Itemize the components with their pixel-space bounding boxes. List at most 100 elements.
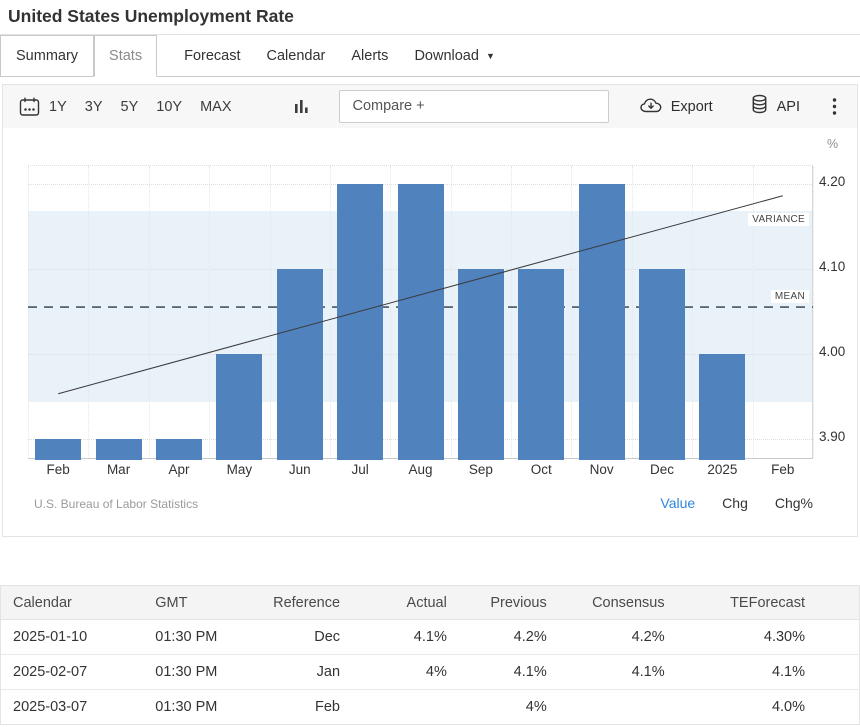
bar-Sep[interactable]: [457, 268, 504, 460]
bar-Feb[interactable]: [35, 438, 82, 460]
tab-calendar-label: Calendar: [266, 48, 326, 64]
bar-Mar[interactable]: [95, 438, 142, 460]
compare-input[interactable]: Compare +: [339, 90, 610, 123]
gridline-vertical: [571, 166, 573, 458]
tab-summary[interactable]: Summary: [0, 35, 95, 77]
x-axis-label: Dec: [650, 462, 675, 477]
bar-chart-icon[interactable]: [294, 98, 309, 115]
x-axis-label: Nov: [589, 462, 614, 477]
bar-Nov[interactable]: [578, 183, 625, 460]
source-attribution: U.S. Bureau of Labor Statistics: [34, 497, 199, 511]
cell-previous: 4%: [454, 689, 555, 725]
range-3y-button[interactable]: 3Y: [84, 98, 103, 115]
cell-reference: Dec: [314, 629, 341, 645]
mode-chg[interactable]: Chg: [722, 495, 748, 511]
tab-bar: Summary Stats Forecast Calendar Alerts D…: [0, 35, 860, 77]
col-gmt: GMT: [143, 585, 262, 620]
cell-consensus: [554, 689, 673, 725]
col-previous: Previous: [454, 585, 555, 620]
plot-area: VARIANCE MEAN: [28, 165, 814, 460]
api-label: API: [776, 98, 800, 115]
trend-line: [58, 195, 783, 395]
chart-toolbar: 1Y 3Y 5Y 10Y MAX Compare + Export: [3, 85, 857, 128]
tab-alerts-label: Alerts: [351, 48, 389, 64]
cell-previous: 4.1%: [454, 654, 555, 690]
variance-label: VARIANCE: [748, 213, 809, 227]
api-button[interactable]: API: [749, 94, 800, 119]
bar-Oct[interactable]: [518, 268, 565, 460]
cell-teforecast: 4.30%: [763, 629, 805, 645]
x-axis-label: Feb: [46, 462, 70, 477]
gridline-vertical: [511, 166, 513, 458]
gridline-vertical: [390, 166, 392, 458]
x-axis-label: Sep: [468, 462, 493, 477]
cell-reference: Jan: [261, 654, 349, 690]
x-axis-label: Jul: [351, 462, 369, 477]
range-5y-button[interactable]: 5Y: [120, 98, 139, 115]
range-10y-button[interactable]: 10Y: [156, 98, 183, 115]
tab-summary-label: Summary: [16, 48, 79, 64]
tab-forecast-label: Forecast: [184, 48, 241, 64]
tab-forecast[interactable]: Forecast: [171, 35, 253, 77]
col-actual: Actual: [348, 585, 455, 620]
x-axis-label: Jun: [288, 462, 311, 477]
cell-teforecast: 4.0%: [672, 689, 860, 725]
x-axis-label: Oct: [530, 462, 552, 477]
tab-alerts[interactable]: Alerts: [338, 35, 401, 77]
export-label: Export: [670, 98, 713, 115]
bar-Jul[interactable]: [337, 183, 384, 460]
x-axis-label: May: [226, 462, 253, 477]
cloud-download-icon: [639, 96, 664, 118]
col-reference: Reference: [261, 585, 349, 620]
bar-Apr[interactable]: [155, 438, 202, 460]
cell-consensus: 4.1%: [554, 654, 673, 690]
bar-Aug[interactable]: [397, 183, 444, 460]
gridline-vertical: [88, 166, 90, 458]
tab-download[interactable]: Download ▼: [401, 35, 507, 77]
gridline-vertical: [148, 166, 150, 458]
bar-Jun[interactable]: [276, 268, 323, 460]
cell-teforecast: 4.1%: [672, 654, 860, 690]
bar-May[interactable]: [216, 353, 263, 460]
col-consensus: Consensus: [554, 585, 673, 620]
calendar-icon[interactable]: [19, 97, 40, 117]
cell-reference: Feb: [261, 689, 349, 725]
range-1y-button[interactable]: 1Y: [49, 98, 67, 115]
range-max-button[interactable]: MAX: [200, 98, 232, 115]
cell-gmt: 01:30 PM: [155, 629, 218, 645]
gridline-vertical: [631, 166, 633, 458]
x-axis-label: 2025: [707, 462, 738, 477]
calendar-table: Calendar GMT Reference Actual Previous C…: [0, 585, 860, 725]
database-icon: [749, 94, 770, 119]
bar-2025[interactable]: [699, 353, 746, 460]
cell-date: 2025-02-07: [0, 654, 144, 690]
gridline-vertical: [28, 166, 29, 458]
table-header-row: Calendar GMT Reference Actual Previous C…: [0, 585, 860, 620]
value-mode-switch: Value Chg Chg%: [660, 495, 813, 511]
x-axis-label: Aug: [408, 462, 433, 477]
col-teforecast: TEForecast: [672, 585, 860, 620]
mode-value[interactable]: Value: [660, 495, 696, 511]
gridline-vertical: [813, 166, 814, 458]
y-axis-label: 4.00: [819, 343, 846, 359]
cell-previous: 4.2%: [513, 629, 547, 645]
gridline-vertical: [209, 166, 211, 458]
cell-actual: [348, 689, 455, 725]
tab-stats[interactable]: Stats: [94, 35, 158, 77]
export-button[interactable]: Export: [639, 96, 713, 118]
table-row: 2025-03-07 01:30 PM Feb 4% 4.0%: [0, 689, 860, 725]
kebab-menu-icon[interactable]: [832, 97, 837, 116]
tab-calendar[interactable]: Calendar: [254, 35, 339, 77]
bar-Dec[interactable]: [639, 268, 686, 460]
mode-chg-pct[interactable]: Chg%: [774, 495, 813, 511]
gridline-vertical: [450, 166, 452, 458]
chart-area: % VARIANCE MEAN U.S. Bureau of Labor Stat…: [3, 128, 857, 536]
tab-download-label: Download: [414, 48, 479, 64]
y-axis-unit: %: [827, 137, 839, 151]
cell-actual: 4%: [348, 654, 455, 690]
y-axis-label: 4.10: [819, 258, 846, 274]
x-axis-label: Feb: [771, 462, 795, 477]
x-axis-label: Mar: [106, 462, 131, 477]
cell-gmt: 01:30 PM: [143, 654, 262, 690]
cell-consensus: 4.2%: [631, 629, 665, 645]
